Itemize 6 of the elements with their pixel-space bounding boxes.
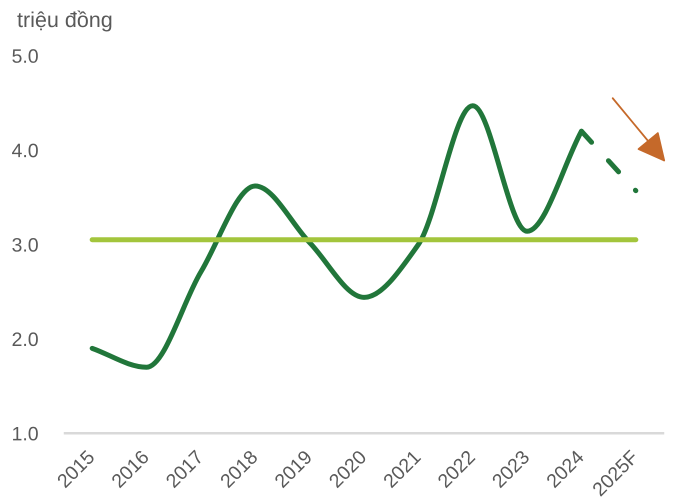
y-tick-label: 4.0 — [12, 144, 38, 158]
y-tick-label: 5.0 — [12, 49, 38, 63]
y-tick-label: 2.0 — [12, 332, 38, 346]
y-axis-title: triệu đồng — [17, 10, 112, 32]
y-tick-label: 1.0 — [13, 426, 38, 441]
y-tick-label: 3.0 — [12, 238, 38, 252]
